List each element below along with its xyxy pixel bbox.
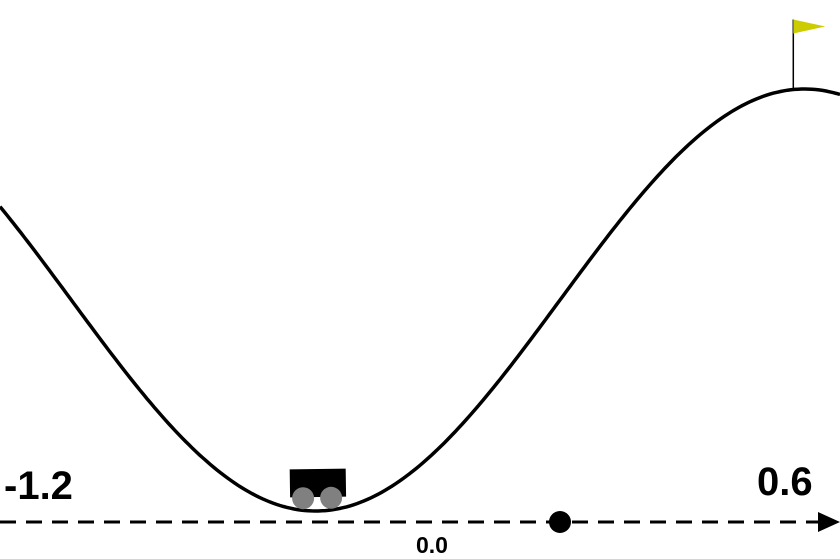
origin-label: 0.0 bbox=[416, 532, 448, 558]
position-min-label: -1.2 bbox=[4, 464, 73, 508]
goal-flag bbox=[792, 19, 826, 90]
arrow-right-icon bbox=[818, 512, 840, 532]
position-axis bbox=[0, 511, 840, 533]
origin-marker bbox=[549, 511, 571, 533]
car-wheel-left bbox=[292, 487, 315, 510]
flag-icon bbox=[793, 19, 826, 34]
position-max-label: 0.6 bbox=[757, 460, 813, 504]
car-wheel-right bbox=[320, 486, 343, 509]
car bbox=[289, 468, 347, 510]
mountain-track bbox=[0, 87, 840, 513]
